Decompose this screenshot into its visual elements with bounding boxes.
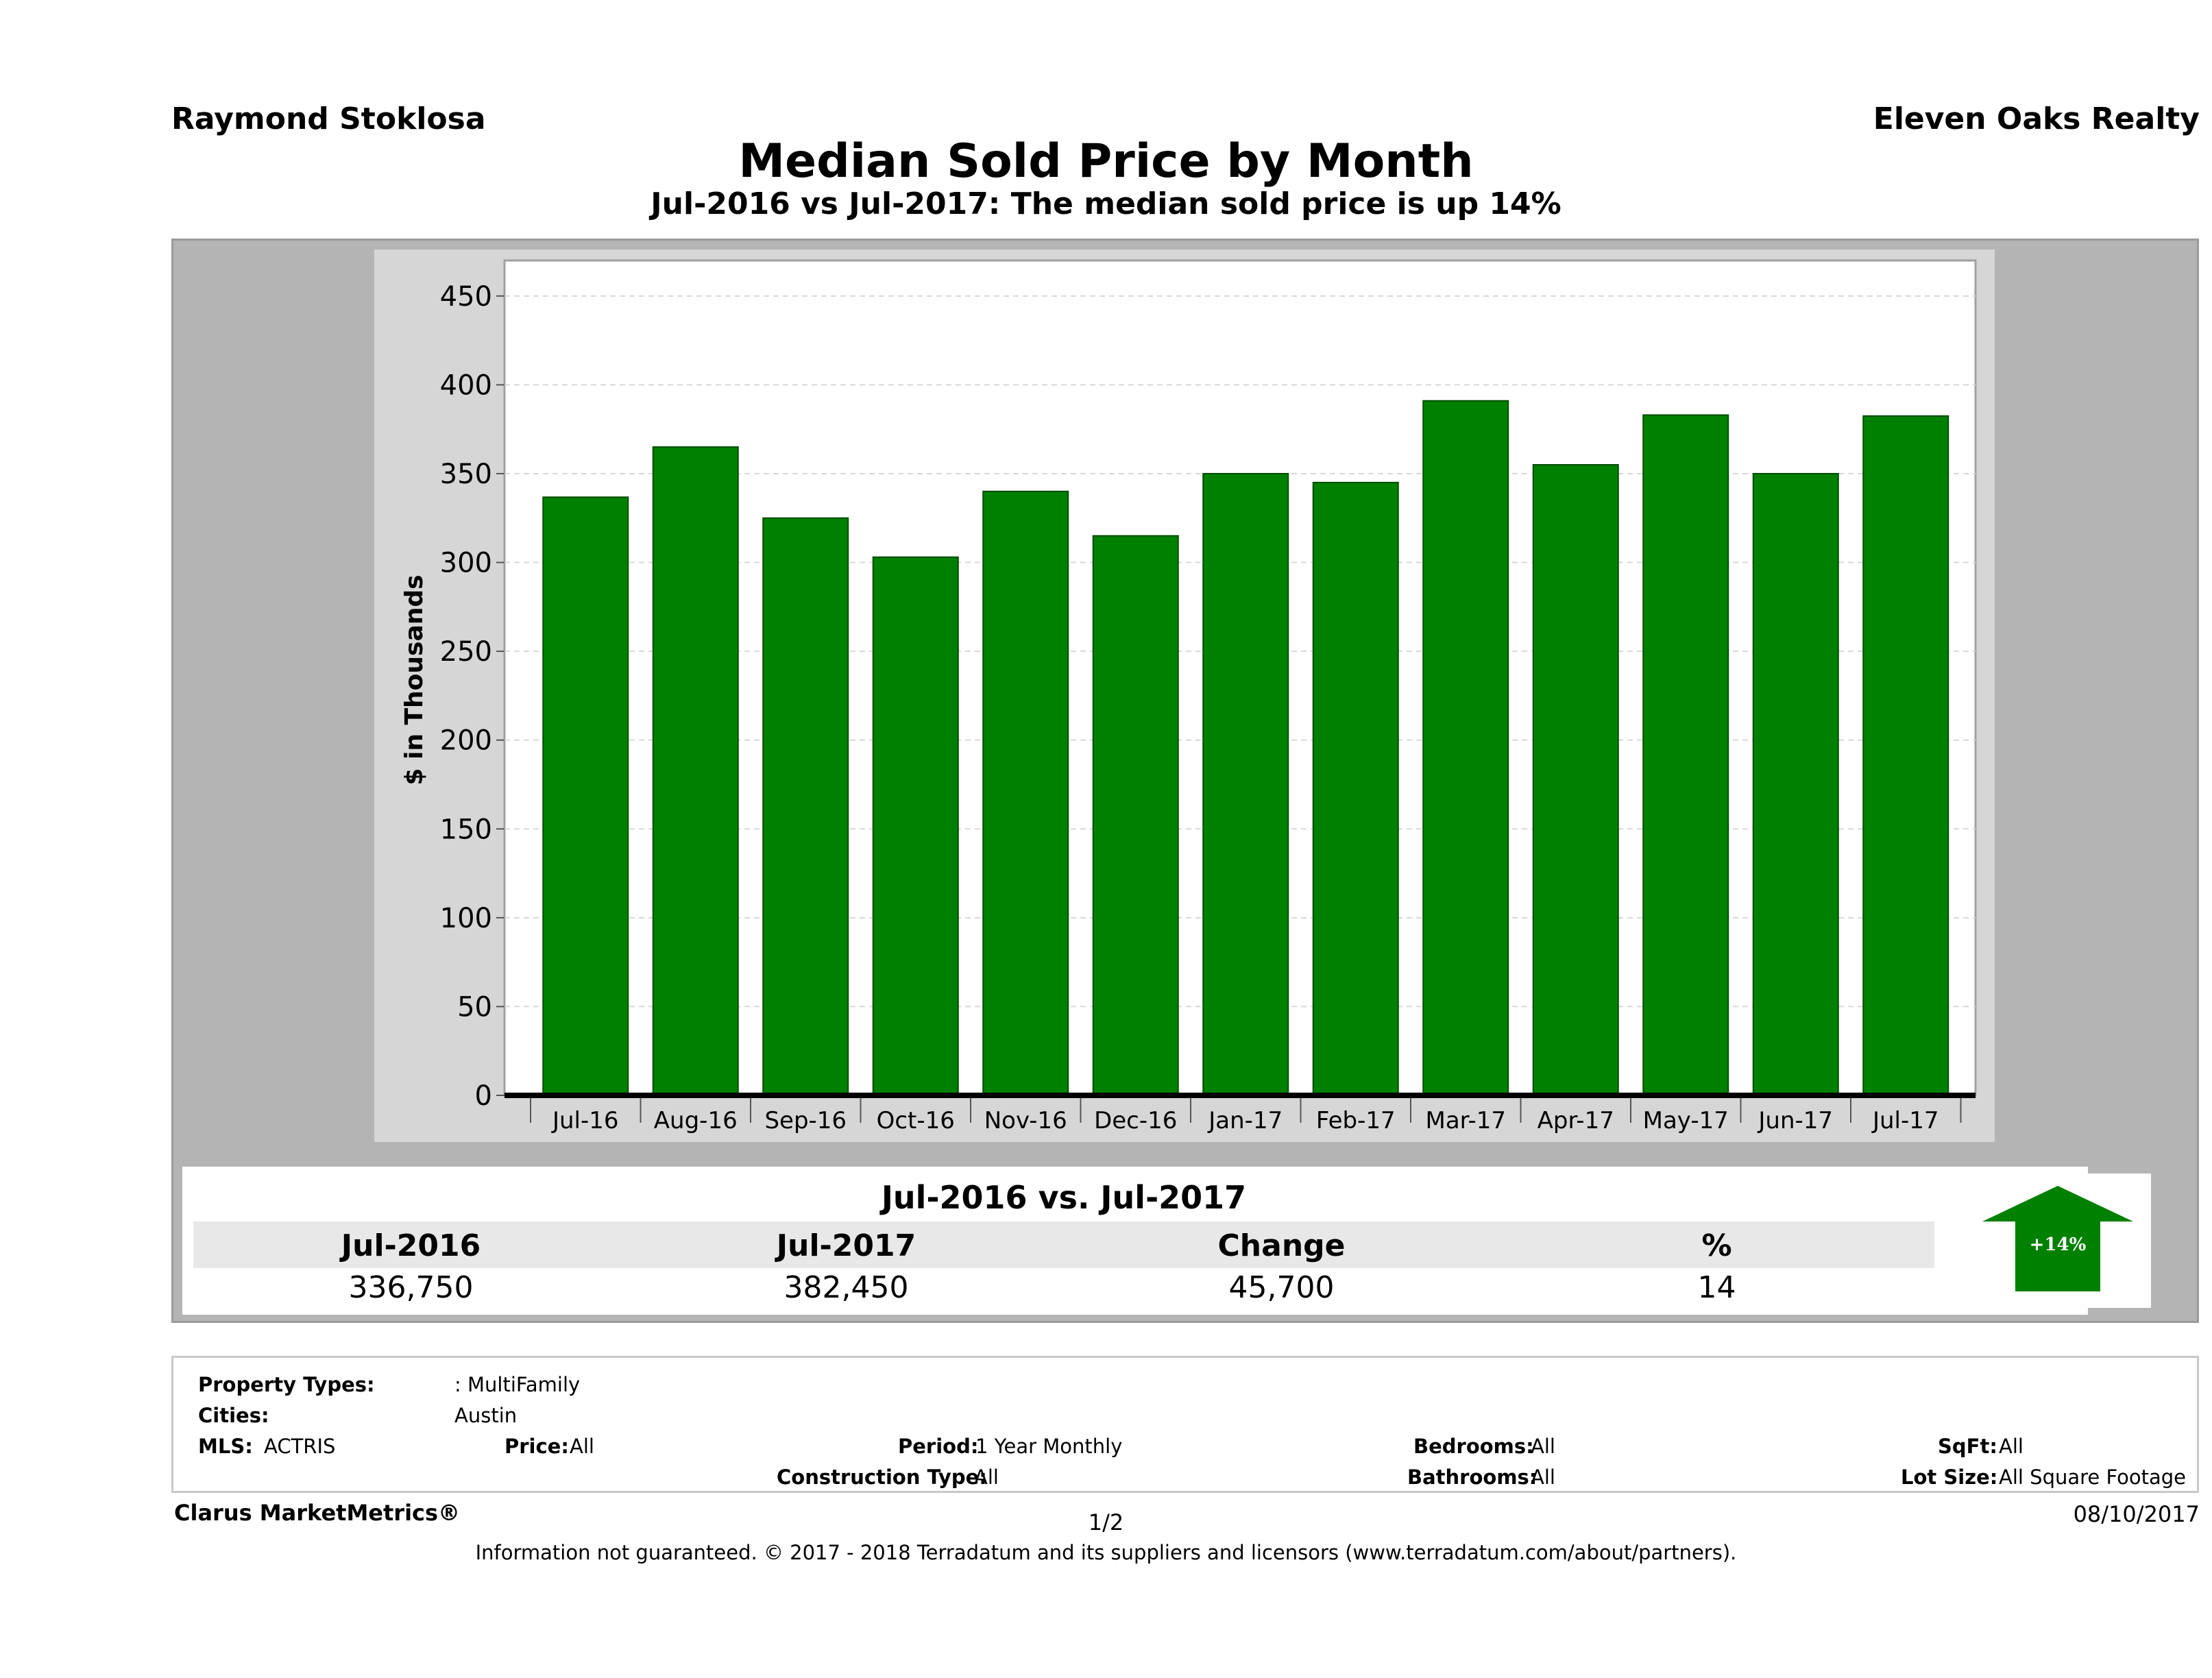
lot-size-value: All Square Footage	[1999, 1466, 2187, 1489]
bars	[542, 400, 1949, 1097]
bedrooms-value: All	[1531, 1435, 1555, 1458]
filter-panel: Property Types: : MultiFamily Cities: Au…	[171, 1356, 2199, 1493]
summary-value-change: 45,700	[1228, 1270, 1335, 1305]
bar-mar-17	[1422, 400, 1509, 1096]
chart-title: Median Sold Price by Month	[738, 134, 1474, 189]
mls-label: MLS:	[198, 1435, 253, 1458]
x-tick-label: Aug-16	[654, 1107, 738, 1134]
y-tick-label: 50	[457, 991, 492, 1023]
bar-aug-16	[652, 446, 739, 1096]
y-tick-label: 100	[440, 903, 492, 934]
summary-header-row: Jul-2016 Jul-2017 Change %	[193, 1224, 1934, 1268]
summary-value-start: 336,750	[348, 1270, 474, 1305]
price-label: Price:	[505, 1435, 569, 1458]
y-tick-label: 150	[440, 814, 492, 845]
lot-size-label: Lot Size:	[1901, 1466, 1998, 1489]
cities-value: Austin	[454, 1404, 518, 1427]
bar-jun-17	[1752, 472, 1839, 1097]
sqft-value: All	[1999, 1435, 2023, 1458]
summary-value-row: 336,750 382,450 45,700 14	[193, 1268, 1934, 1308]
report-date: 08/10/2017	[2073, 1501, 2200, 1527]
page-number: 1/2	[1088, 1509, 1124, 1535]
gridlines	[505, 295, 1976, 1008]
x-tick-label: Feb-17	[1316, 1107, 1396, 1134]
x-tick-label: Jul-17	[1871, 1107, 1939, 1134]
bar-jan-17	[1202, 472, 1289, 1097]
x-tick-label: May-17	[1643, 1107, 1729, 1134]
bathrooms-value: All	[1531, 1466, 1555, 1489]
disclaimer: Information not guaranteed. © 2017 - 201…	[475, 1541, 1737, 1564]
y-tick-label: 450	[440, 281, 492, 313]
bar-jul-17	[1862, 415, 1949, 1096]
summary-header-start: Jul-2016	[341, 1228, 481, 1263]
footer-brand: Clarus MarketMetrics®	[174, 1500, 461, 1526]
axes: 0 50 100 150 200 250 300 350 400 450 Jul-16 Aug-16 S…	[440, 281, 1976, 1134]
x-tick-label: Nov-16	[984, 1107, 1067, 1134]
mls-value: ACTRIS	[264, 1435, 336, 1458]
bar-chart: 0 50 100 150 200 250 300 350 400 450 Jul-16 Aug-16 S…	[400, 259, 1977, 1134]
summary-value-end: 382,450	[783, 1270, 909, 1305]
bedrooms-label: Bedrooms:	[1413, 1435, 1534, 1458]
y-tick-label: 350	[440, 459, 492, 490]
bar-oct-16	[872, 556, 959, 1096]
y-tick-label: 300	[440, 548, 492, 579]
x-tick-label: Sep-16	[764, 1107, 847, 1134]
period-value: 1 Year Monthly	[975, 1435, 1123, 1458]
up-arrow-icon: +14%	[1982, 1186, 2133, 1291]
summary-header-change: Change	[1217, 1228, 1346, 1263]
summary-title: Jul-2016 vs. Jul-2017	[193, 1174, 1934, 1226]
bar-nov-16	[982, 490, 1069, 1096]
x-tick-label: Oct-16	[877, 1107, 955, 1134]
brokerage-name: Eleven Oaks Realty	[1873, 101, 2200, 136]
change-badge-label: +14%	[2030, 1235, 2087, 1255]
x-tick-label: Jan-17	[1207, 1107, 1283, 1134]
summary-header-percent: %	[1701, 1228, 1732, 1263]
y-tick-label: 400	[440, 369, 492, 401]
bar-apr-17	[1532, 464, 1619, 1096]
x-tick-label: Mar-17	[1425, 1107, 1506, 1134]
x-tick-label: Jun-17	[1757, 1107, 1833, 1134]
summary-header-end: Jul-2017	[776, 1228, 916, 1263]
chart-subtitle: Jul-2016 vs Jul-2017: The median sold pr…	[651, 186, 1561, 221]
bar-jul-16	[542, 496, 629, 1096]
sqft-label: SqFt:	[1938, 1435, 1997, 1458]
up-arrow-shape	[1982, 1186, 2133, 1291]
bathrooms-label: Bathrooms:	[1407, 1466, 1538, 1489]
bar-dec-16	[1092, 535, 1179, 1096]
y-tick-label: 250	[440, 636, 492, 668]
bar-feb-17	[1312, 481, 1399, 1096]
x-tick-label: Dec-16	[1094, 1107, 1177, 1134]
bar-sep-16	[762, 517, 849, 1097]
construction-type-label: Construction Type:	[777, 1466, 987, 1489]
cities-label: Cities:	[198, 1404, 269, 1427]
y-tick-label: 200	[440, 725, 492, 757]
bar-may-17	[1642, 414, 1729, 1096]
summary-value-percent: 14	[1697, 1270, 1736, 1305]
construction-type-value: All	[974, 1466, 999, 1489]
property-types-label: Property Types:	[198, 1373, 375, 1396]
price-value: All	[570, 1435, 594, 1458]
property-types-value: : MultiFamily	[454, 1373, 581, 1396]
x-tick-label: Apr-17	[1538, 1107, 1614, 1134]
agent-name: Raymond Stoklosa	[171, 101, 486, 136]
period-label: Period:	[898, 1435, 979, 1458]
x-tick-label: Jul-16	[551, 1107, 619, 1134]
y-axis-label: $ in Thousands	[400, 574, 428, 785]
y-tick-label: 0	[475, 1080, 492, 1112]
